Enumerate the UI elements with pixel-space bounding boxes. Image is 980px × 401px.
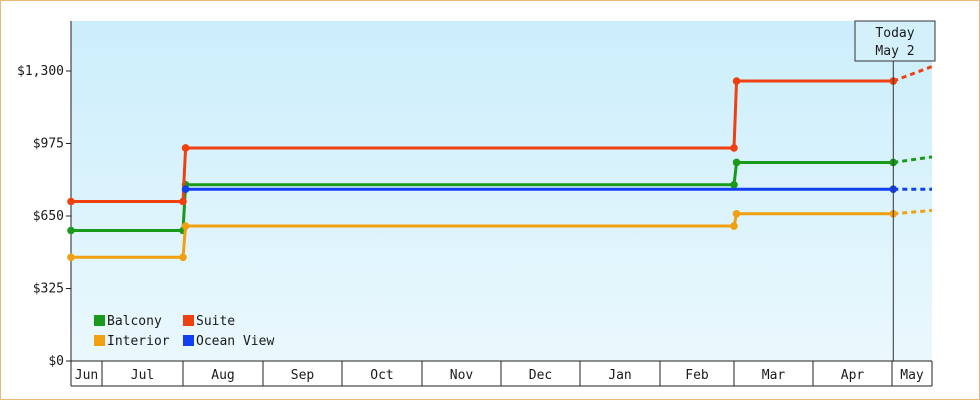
- legend: Balcony Suite Interior Ocean View: [94, 314, 274, 349]
- x-tick-label: Nov: [450, 368, 474, 383]
- data-point: [67, 226, 75, 235]
- plot-area: [71, 21, 932, 361]
- legend-swatch: [94, 335, 105, 346]
- data-point: [179, 197, 187, 206]
- today-label: Today: [875, 26, 914, 41]
- legend-swatch: [183, 315, 194, 326]
- x-tick-label: Jun: [75, 368, 98, 383]
- x-tick-label: Jan: [608, 368, 631, 383]
- data-point: [181, 144, 190, 152]
- data-point: [732, 209, 741, 218]
- series-line-suite: [71, 79, 894, 203]
- y-tick-label: $650: [33, 209, 64, 224]
- series-line-balcony: [71, 160, 894, 232]
- x-tick-label: Feb: [685, 368, 709, 383]
- legend-label: Interior: [107, 334, 170, 349]
- legend-label: Ocean View: [196, 334, 274, 349]
- today-marker: Today May 2: [854, 20, 936, 361]
- today-date-label: May 2: [875, 44, 914, 59]
- series-projection: [893, 155, 933, 164]
- data-point: [730, 180, 738, 189]
- data-point: [179, 253, 187, 262]
- legend-swatch: [183, 335, 194, 346]
- x-tick-label: Apr: [841, 368, 865, 383]
- data-point: [732, 158, 741, 167]
- x-tick-label: Aug: [211, 368, 234, 383]
- data-point: [67, 197, 75, 206]
- data-point: [730, 222, 738, 230]
- x-axis: Jun Jul Aug Sep Oct Nov Dec Jan Feb Mar Apr May: [70, 360, 933, 387]
- y-tick-label: $975: [33, 137, 64, 152]
- data-point: [181, 222, 190, 230]
- series-projection: [893, 208, 933, 216]
- x-tick-label: Oct: [370, 368, 393, 383]
- x-tick-label: Dec: [529, 368, 552, 383]
- x-tick-label: Mar: [762, 368, 786, 383]
- x-tick-label: May: [900, 368, 924, 383]
- data-point: [732, 77, 741, 85]
- series-projection: [892, 65, 933, 83]
- legend-label: Suite: [196, 314, 235, 329]
- series-group: [67, 65, 933, 262]
- x-tick-label: Jul: [131, 368, 154, 383]
- y-tick-label: $1,300: [17, 64, 64, 79]
- data-point: [181, 185, 190, 194]
- y-tick-label: $325: [33, 282, 64, 297]
- y-tick-label: $0: [48, 354, 64, 369]
- legend-swatch: [94, 315, 105, 326]
- y-axis: $0 $325 $650 $975 $1,300: [17, 21, 72, 369]
- data-point: [67, 253, 75, 262]
- x-tick-label: Sep: [291, 368, 315, 383]
- legend-label: Balcony: [107, 314, 162, 329]
- series-line-interior: [71, 212, 894, 259]
- data-point: [730, 144, 738, 152]
- today-box: [854, 20, 936, 62]
